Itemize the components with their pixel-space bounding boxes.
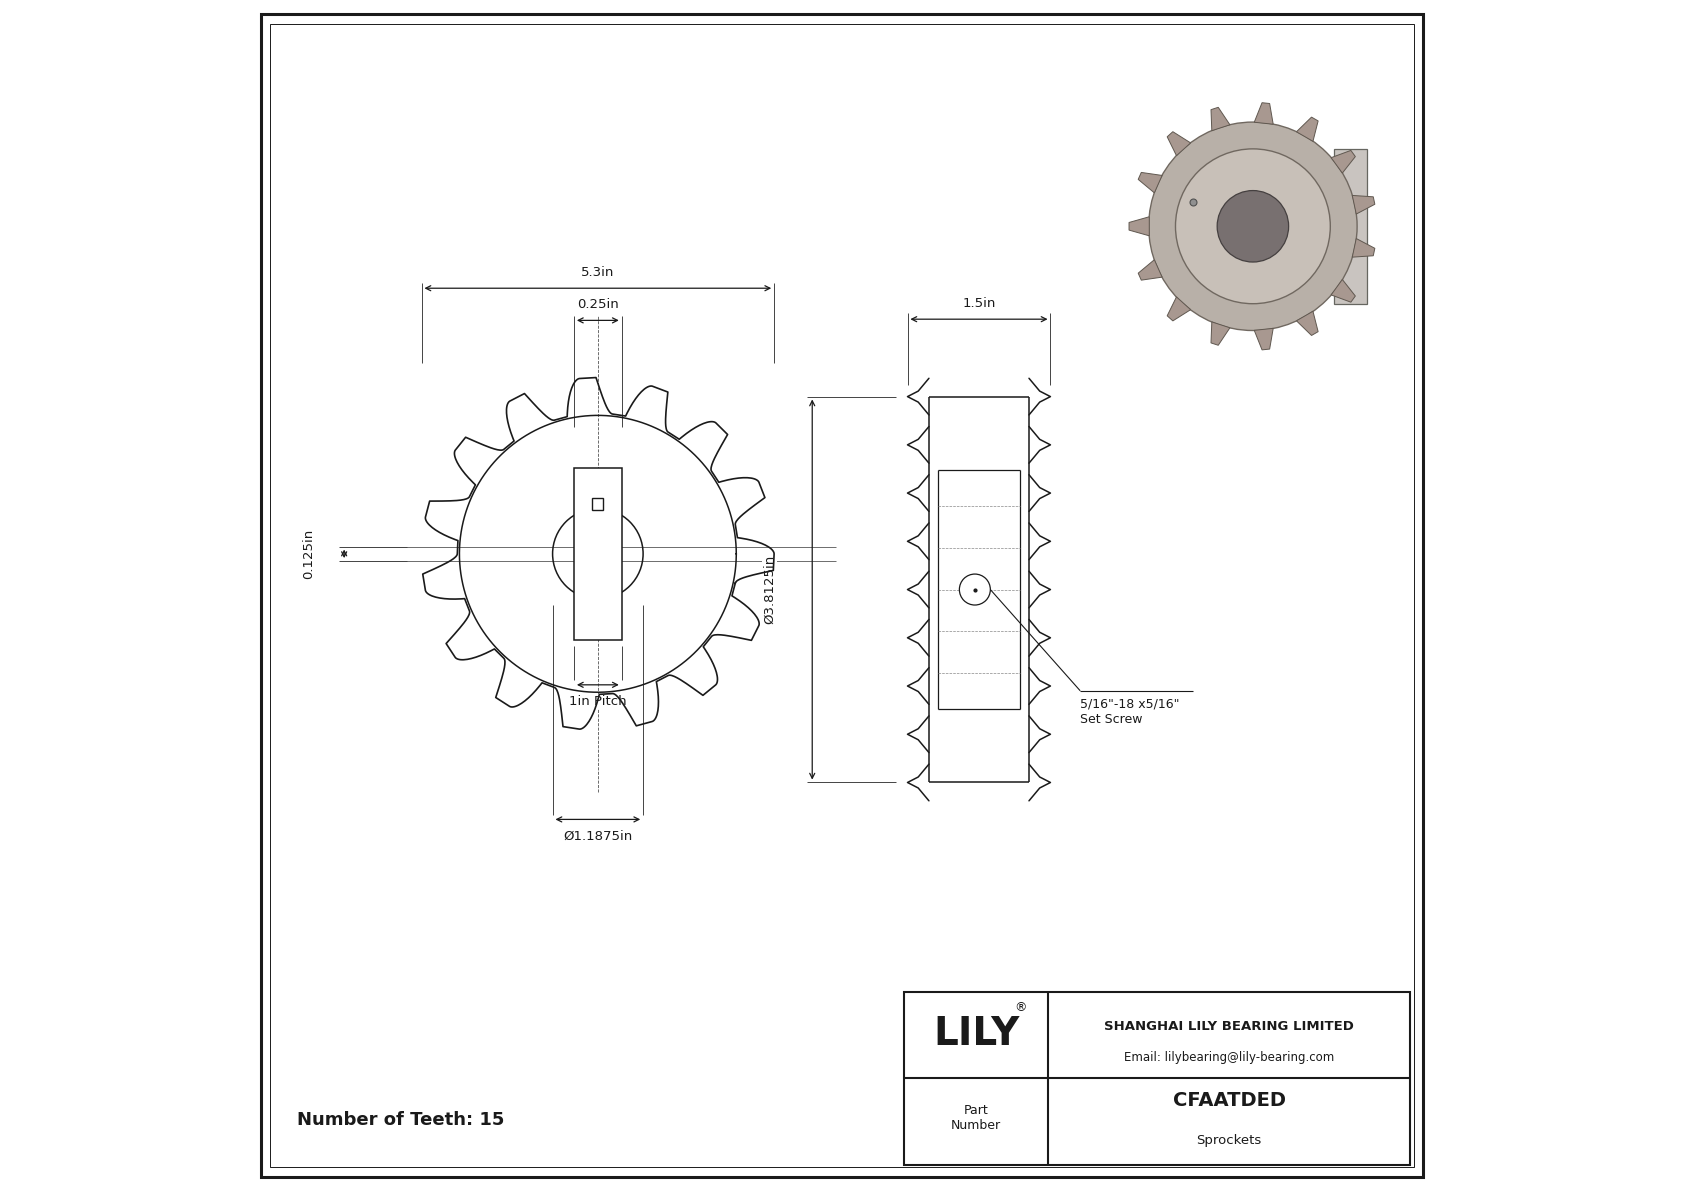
Bar (904, 992, 1410, 1165)
Polygon shape (1297, 311, 1319, 336)
Text: ®: ® (1014, 1000, 1026, 1014)
Polygon shape (1255, 329, 1273, 350)
Polygon shape (1167, 297, 1191, 320)
Circle shape (1218, 191, 1288, 262)
Polygon shape (1330, 280, 1356, 303)
Text: 1in Pitch: 1in Pitch (569, 696, 626, 707)
Ellipse shape (1148, 121, 1357, 331)
Text: Ø3.8125in: Ø3.8125in (763, 555, 776, 624)
Text: Number of Teeth: 15: Number of Teeth: 15 (296, 1110, 504, 1129)
Bar (593, 498, 603, 510)
Polygon shape (1352, 195, 1374, 214)
Text: 1.5in: 1.5in (962, 298, 995, 310)
Polygon shape (1167, 132, 1191, 156)
Bar (574, 468, 621, 640)
Polygon shape (1128, 217, 1148, 236)
Text: SHANGHAI LILY BEARING LIMITED: SHANGHAI LILY BEARING LIMITED (1105, 1021, 1354, 1033)
Polygon shape (1211, 322, 1229, 345)
Polygon shape (1138, 260, 1162, 280)
Polygon shape (1297, 117, 1319, 142)
Polygon shape (1138, 173, 1162, 193)
Text: Sprockets: Sprockets (1197, 1134, 1261, 1147)
Polygon shape (1211, 107, 1229, 131)
Text: 0.25in: 0.25in (578, 299, 618, 311)
Polygon shape (1330, 150, 1356, 173)
Text: Email: lilybearing@lily-bearing.com: Email: lilybearing@lily-bearing.com (1123, 1052, 1334, 1065)
Text: 5.3in: 5.3in (581, 267, 615, 279)
Circle shape (960, 574, 990, 605)
Polygon shape (1255, 102, 1273, 124)
Circle shape (1175, 149, 1330, 304)
FancyBboxPatch shape (1334, 149, 1367, 304)
Text: Part
Number: Part Number (951, 1104, 1000, 1133)
Text: Ø1.1875in: Ø1.1875in (562, 830, 633, 842)
Text: 0.125in: 0.125in (301, 529, 315, 579)
Text: CFAATDED: CFAATDED (1172, 1091, 1285, 1110)
Text: LILY: LILY (933, 1015, 1019, 1053)
Text: 5/16"-18 x5/16"
Set Screw: 5/16"-18 x5/16" Set Screw (1079, 698, 1180, 727)
Polygon shape (1352, 238, 1374, 257)
